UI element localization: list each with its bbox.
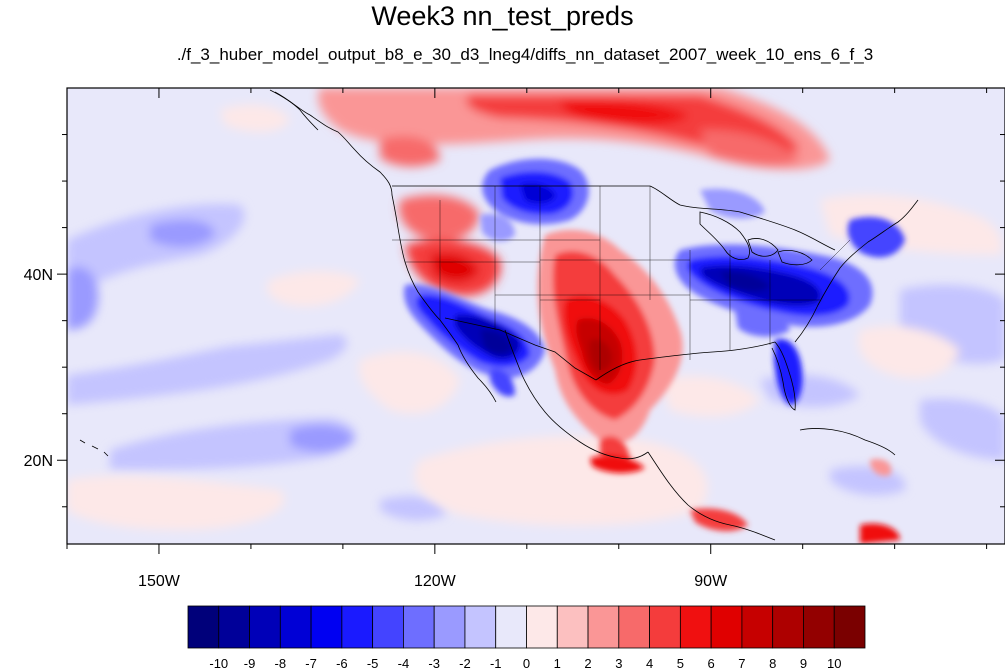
colorbar-label: 6 [708,656,715,671]
colorbar-box [679,605,712,649]
map-area [67,88,1005,544]
pacific-negative-field [67,204,1005,521]
colorbar-box [710,605,743,649]
x-tick-label: 120W [414,573,457,590]
colorbar-box [433,605,466,649]
colorbar-box [495,605,527,649]
colorbar-label: -9 [244,656,256,671]
colorbar-box [310,605,343,649]
northwest-positive-anomaly [399,195,501,296]
north-plains-negative-anomaly [480,158,589,242]
colorbar-box [556,605,589,649]
colorbar-label: -4 [398,656,410,671]
x-tick-label: 90W [694,573,728,590]
y-tick-label: 40N [24,267,53,284]
colorbar-box [464,605,497,649]
colorbar-box [279,605,312,649]
colorbar-box [741,605,774,649]
colorbar-label: -7 [305,656,317,671]
colorbar-box [341,605,374,649]
colorbar-label: -10 [209,656,228,671]
colorbar-label: 0 [523,656,530,671]
colorbar [187,605,866,649]
colorbar-label: -2 [459,656,471,671]
chart-subtitle: ./f_3_huber_model_output_b8_e_30_d3_lneg… [176,45,874,64]
colorbar-box [526,605,558,649]
colorbar-box [833,605,866,649]
colorbar-label: 2 [584,656,591,671]
colorbar-label: 9 [800,656,807,671]
colorbar-box [618,605,650,649]
colorbar-label: -5 [367,656,379,671]
colorbar-box [403,605,435,649]
colorbar-label: 4 [646,656,653,671]
map-frame [66,87,1005,545]
coastlines-and-borders [79,89,919,541]
x-tick-label: 150W [138,573,181,590]
texas-positive-anomaly [537,230,683,467]
colorbar-label: 3 [615,656,622,671]
colorbar-label: -1 [490,656,502,671]
colorbar-box [372,605,404,649]
colorbar-box [803,605,835,649]
colorbar-label: -3 [428,656,440,671]
chart-title: Week3 nn_test_preds [371,1,634,31]
colorbar-box [187,605,220,649]
colorbar-label: 5 [677,656,684,671]
colorbar-label: -8 [275,656,287,671]
state-borders [392,186,851,370]
axis-tick-labels: 150W 120W 90W 40N 20N [24,267,728,590]
colorbar-label: 8 [769,656,776,671]
colorbar-box [587,605,620,649]
colorbar-label: -6 [336,656,348,671]
colorbar-box [249,605,281,649]
axis-ticks [57,88,1005,554]
southwest-negative-anomaly [404,284,545,397]
colorbar-labels: -10 -9 -8 -7 -6 -5 -4 -3 -2 -1 0 1 2 3 4 5 6 7 8 9 10 [209,656,841,671]
y-tick-label: 20N [24,453,53,470]
colorbar-box [772,605,804,649]
colorbar-box [649,605,681,649]
colorbar-label: 7 [738,656,745,671]
colorbar-label: 1 [554,656,561,671]
canada-positive-anomaly [318,88,830,170]
colorbar-box [218,605,250,649]
colorbar-label: 10 [827,656,841,671]
